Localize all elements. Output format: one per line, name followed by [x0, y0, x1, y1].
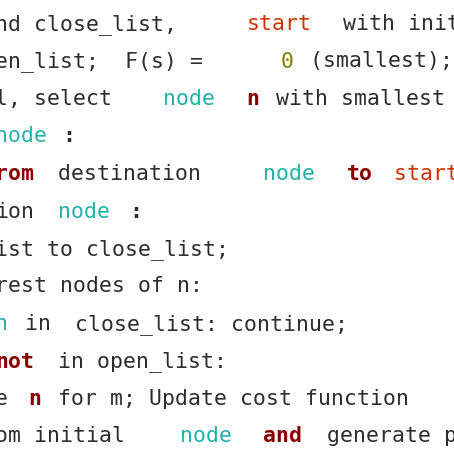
Text: in open_list:: in open_list:: [45, 351, 227, 372]
Text: e: e: [0, 389, 21, 409]
Text: for m; Update cost function: for m; Update cost function: [45, 389, 410, 409]
Text: om initial: om initial: [0, 426, 138, 446]
Text: n: n: [29, 389, 42, 409]
Text: node: node: [0, 127, 47, 147]
Text: with smallest: with smallest: [263, 89, 445, 109]
Text: in: in: [12, 314, 51, 334]
Text: node: node: [263, 164, 316, 184]
Text: rest nodes of n:: rest nodes of n:: [0, 276, 203, 296]
Text: start: start: [247, 14, 311, 34]
Text: node: node: [163, 89, 215, 109]
Text: n: n: [0, 314, 8, 334]
Text: 0: 0: [280, 51, 293, 71]
Text: start n: start n: [381, 164, 454, 184]
Text: (smallest);: (smallest);: [297, 51, 453, 71]
Text: and: and: [263, 426, 302, 446]
Text: node: node: [179, 426, 232, 446]
Text: with initi: with initi: [331, 14, 454, 34]
Text: :: :: [129, 202, 142, 222]
Text: destination: destination: [45, 164, 214, 184]
Text: to: to: [347, 164, 373, 184]
Text: not: not: [0, 351, 34, 371]
Text: n: n: [247, 89, 260, 109]
Text: en_list;  F(s) =: en_list; F(s) =: [0, 51, 216, 73]
Text: ist to close_list;: ist to close_list;: [0, 239, 229, 260]
Text: ion: ion: [0, 202, 34, 222]
Text: generate pa: generate pa: [314, 426, 454, 446]
Text: :: :: [62, 127, 75, 147]
Text: l, select: l, select: [0, 89, 125, 109]
Text: nd close_list,: nd close_list,: [0, 14, 190, 35]
Text: node: node: [45, 202, 110, 222]
Text: rom: rom: [0, 164, 34, 184]
Text: close_list: continue;: close_list: continue;: [62, 314, 348, 335]
